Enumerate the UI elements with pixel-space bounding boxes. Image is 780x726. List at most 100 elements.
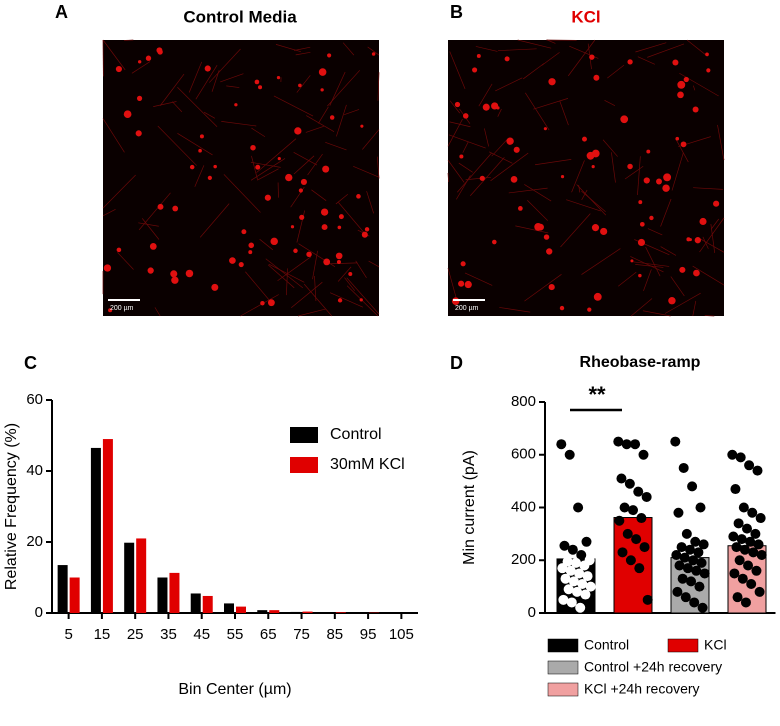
neuron	[147, 267, 154, 274]
data-point	[642, 594, 653, 605]
data-point	[630, 439, 641, 450]
neurite	[458, 162, 473, 173]
data-point	[755, 513, 766, 524]
data-point	[585, 581, 596, 592]
neurite	[311, 189, 327, 201]
neuron	[371, 52, 376, 56]
neuron	[517, 206, 523, 211]
bar	[257, 610, 268, 613]
neurite	[223, 174, 261, 213]
neurite	[692, 265, 725, 286]
micrograph	[103, 40, 379, 316]
x-tick-label: 45	[193, 626, 210, 643]
neuron	[548, 284, 555, 291]
data-point	[558, 594, 569, 605]
neuron	[300, 178, 307, 185]
legend-label: Control	[330, 426, 382, 443]
neurite	[337, 266, 352, 282]
neurite	[447, 118, 463, 147]
neuron	[364, 227, 370, 232]
neuron	[548, 78, 556, 86]
neurite	[240, 294, 279, 317]
neurite	[131, 61, 151, 74]
neurite	[138, 222, 159, 227]
x-tick-label: 65	[260, 626, 277, 643]
neuron	[207, 175, 212, 181]
neurite	[448, 134, 486, 149]
neuron	[639, 221, 645, 227]
neuron	[136, 95, 143, 101]
data-point	[732, 592, 743, 603]
data-point	[688, 555, 699, 566]
neuron	[675, 136, 680, 141]
data-point	[613, 436, 624, 447]
data-point	[581, 536, 592, 547]
neurite	[203, 111, 216, 119]
data-point	[560, 573, 571, 584]
neurite	[508, 187, 548, 194]
neuron	[338, 214, 344, 220]
neurite	[294, 46, 311, 51]
data-point	[754, 586, 765, 597]
neuron	[211, 283, 219, 291]
neuron	[115, 65, 122, 73]
bar	[157, 577, 168, 613]
data-point	[677, 573, 688, 584]
neurite	[226, 85, 240, 88]
neurite	[447, 268, 457, 300]
neurite	[268, 263, 305, 283]
data-point	[567, 544, 578, 555]
neuron	[492, 239, 497, 245]
panel-title: KCl	[571, 7, 600, 26]
neuron	[582, 136, 587, 142]
bar	[136, 538, 147, 613]
neuron	[627, 163, 633, 170]
legend-label: 30mM KCl	[330, 456, 405, 473]
neuron	[476, 54, 481, 58]
neurite	[177, 133, 213, 156]
neuron	[699, 217, 707, 226]
legend-label: Control +24h recovery	[584, 659, 722, 675]
data-point	[565, 565, 576, 576]
data-point	[614, 515, 625, 526]
neuron	[241, 229, 247, 235]
data-point	[739, 544, 750, 555]
data-point	[748, 547, 759, 558]
neuron	[627, 59, 633, 65]
neuron	[213, 164, 217, 169]
neuron	[591, 165, 595, 169]
neurite	[251, 127, 266, 138]
neurite	[581, 189, 588, 201]
neurite	[256, 138, 297, 173]
neurite	[660, 246, 677, 256]
neurite	[693, 85, 696, 91]
data-point	[681, 528, 692, 539]
neuron	[638, 273, 642, 278]
neuron	[462, 113, 469, 119]
bar	[236, 606, 246, 613]
bar	[290, 611, 301, 613]
neuron	[677, 80, 686, 89]
neuron	[248, 250, 253, 255]
neuron	[638, 200, 643, 205]
neurite	[571, 160, 585, 193]
data-point	[582, 571, 593, 582]
neuron	[510, 176, 518, 183]
neurite	[296, 75, 311, 93]
neurite	[517, 39, 552, 49]
neurite	[267, 264, 295, 289]
neurite	[527, 200, 548, 221]
neurite	[306, 115, 335, 133]
neuron	[482, 103, 490, 111]
data-point	[731, 542, 742, 553]
x-tick-label: 95	[360, 626, 377, 643]
neurite	[457, 152, 492, 193]
neuron	[491, 102, 499, 110]
data-point	[579, 560, 590, 571]
neuron	[198, 148, 202, 153]
data-point	[633, 486, 644, 497]
neurite	[547, 39, 556, 44]
x-tick-label: 25	[127, 626, 144, 643]
neuron	[276, 75, 281, 80]
neurite	[209, 48, 241, 83]
